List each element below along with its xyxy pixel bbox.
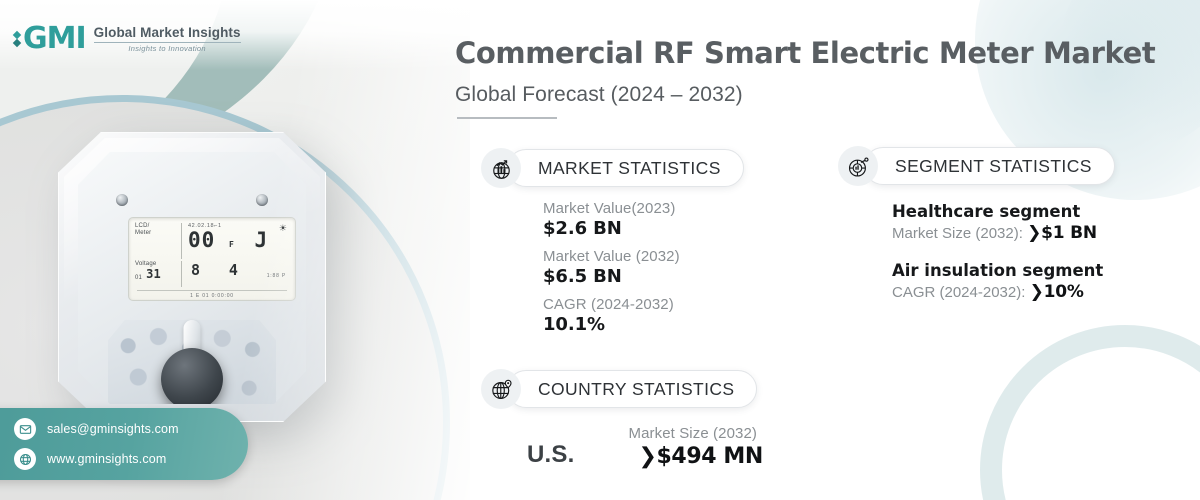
stat-row: Market Value (2032) $6.5 BN	[543, 248, 744, 287]
stat-value: $2.6 BN	[543, 218, 622, 239]
contact-email-text: sales@gminsights.com	[47, 422, 179, 436]
title-divider	[457, 117, 557, 119]
market-statistics-pill: MARKET STATISTICS	[507, 149, 744, 187]
segment-metric-value: ❯$1 BN	[1027, 223, 1097, 243]
segment-name: Healthcare segment	[892, 202, 1081, 221]
brand-tagline: Insights to Innovation	[128, 44, 206, 53]
segment-metric-label: CAGR (2024-2032):	[892, 284, 1030, 301]
country-metric-value: ❯$494 MN	[638, 444, 763, 469]
segment-statistics-body: Healthcare segment Market Size (2032): ❯…	[892, 202, 1115, 302]
segment-statistics-pill: SEGMENT STATISTICS	[864, 147, 1115, 185]
stat-label: CAGR (2024-2032)	[543, 296, 674, 313]
contact-website-row[interactable]: www.gminsights.com	[14, 448, 230, 470]
stat-label: Market Value (2032)	[543, 248, 680, 265]
segment-metric: Market Size (2032): ❯$1 BN	[892, 223, 1115, 243]
country-statistics-heading: COUNTRY STATISTICS	[538, 378, 735, 399]
envelope-icon	[14, 418, 36, 440]
globe-icon	[14, 448, 36, 470]
stat-value: $6.5 BN	[543, 266, 622, 287]
market-statistics-card: MARKET STATISTICS Market Value(2023) $2.…	[481, 148, 744, 335]
brand-logo[interactable]: GMI Global Market Insights Insights to I…	[12, 21, 241, 56]
segment-metric: CAGR (2024-2032): ❯10%	[892, 282, 1115, 302]
segment-statistics-heading: SEGMENT STATISTICS	[895, 155, 1092, 176]
panel-top-fade	[0, 0, 470, 70]
market-statistics-header: MARKET STATISTICS	[481, 148, 744, 188]
gmi-logo-mark: GMI	[12, 21, 87, 56]
brand-divider	[93, 42, 241, 43]
gmi-monogram: GMI	[23, 21, 87, 56]
segment-item: Air insulation segment CAGR (2024-2032):…	[892, 261, 1115, 302]
country-name: U.S.	[527, 441, 575, 468]
brand-name: Global Market Insights	[93, 25, 241, 40]
stat-value: 10.1%	[543, 314, 605, 335]
page-subtitle: Global Forecast (2024 – 2032)	[455, 83, 743, 106]
globe-bar-chart-icon	[481, 148, 521, 188]
segment-statistics-card: SEGMENT STATISTICS Healthcare segment Ma…	[838, 146, 1115, 302]
country-statistics-pill: COUNTRY STATISTICS	[507, 370, 758, 408]
diamond-icon	[12, 30, 22, 48]
market-statistics-heading: MARKET STATISTICS	[538, 157, 721, 178]
contact-badge: sales@gminsights.com www.gminsights.com	[0, 408, 248, 480]
globe-pin-icon	[481, 369, 521, 409]
segment-metric-label: Market Size (2032):	[892, 225, 1028, 242]
stat-label: Market Value(2023)	[543, 200, 676, 217]
page-title: Commercial RF Smart Electric Meter Marke…	[455, 36, 1156, 70]
country-metric-label: Market Size (2032)	[628, 425, 758, 442]
segment-metric-value: ❯10%	[1029, 282, 1084, 302]
country-metric: Market Size (2032) ❯$494 MN	[628, 425, 763, 469]
market-statistics-body: Market Value(2023) $2.6 BN Market Value …	[543, 200, 744, 335]
segment-item: Healthcare segment Market Size (2032): ❯…	[892, 202, 1115, 243]
contact-website-text: www.gminsights.com	[47, 452, 167, 466]
segment-statistics-header: SEGMENT STATISTICS	[838, 146, 1115, 186]
brand-wordmark: Global Market Insights Insights to Innov…	[93, 25, 241, 53]
country-statistics-header: COUNTRY STATISTICS	[481, 369, 763, 409]
contact-email-row[interactable]: sales@gminsights.com	[14, 418, 230, 440]
segment-name: Air insulation segment	[892, 261, 1104, 280]
stat-row: Market Value(2023) $2.6 BN	[543, 200, 744, 239]
country-statistics-card: COUNTRY STATISTICS U.S. Market Size (203…	[481, 369, 763, 469]
stat-row: CAGR (2024-2032) 10.1%	[543, 296, 744, 335]
donut-chart-arrow-icon	[838, 146, 878, 186]
country-statistics-body: U.S. Market Size (2032) ❯$494 MN	[527, 425, 763, 469]
